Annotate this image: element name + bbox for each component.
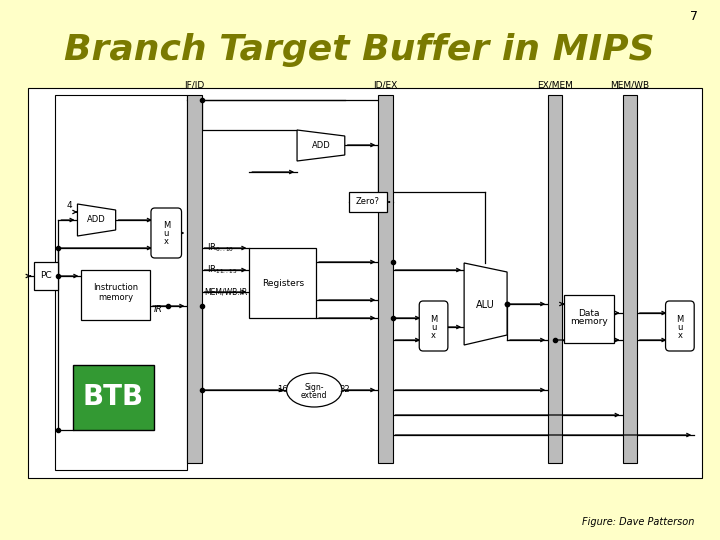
Text: Registers: Registers bbox=[261, 279, 304, 287]
Text: x: x bbox=[163, 238, 168, 246]
Text: 32: 32 bbox=[339, 386, 350, 395]
Text: 4: 4 bbox=[67, 201, 73, 211]
Text: M: M bbox=[676, 314, 683, 323]
Text: 7: 7 bbox=[690, 10, 698, 23]
FancyBboxPatch shape bbox=[151, 208, 181, 258]
Bar bbox=[55, 95, 187, 470]
Bar bbox=[28, 88, 702, 478]
Text: 16: 16 bbox=[277, 386, 288, 395]
Text: Zero?: Zero? bbox=[356, 198, 379, 206]
Text: M: M bbox=[430, 314, 437, 323]
Bar bbox=[187, 95, 202, 463]
Text: u: u bbox=[163, 230, 169, 239]
Text: MEM/WB: MEM/WB bbox=[610, 81, 649, 90]
Text: ALU: ALU bbox=[476, 300, 495, 310]
Text: EX/MEM: EX/MEM bbox=[537, 81, 573, 90]
Text: memory: memory bbox=[98, 293, 133, 301]
Text: IR$_{11..15}$: IR$_{11..15}$ bbox=[207, 264, 238, 276]
Bar bbox=[28, 88, 702, 478]
Text: u: u bbox=[678, 322, 683, 332]
Text: ADD: ADD bbox=[312, 140, 330, 150]
Bar bbox=[548, 95, 562, 463]
Bar bbox=[623, 95, 637, 463]
Bar bbox=[378, 95, 392, 463]
Text: Instruction: Instruction bbox=[93, 284, 138, 293]
Bar bbox=[73, 365, 154, 430]
FancyBboxPatch shape bbox=[419, 301, 448, 351]
Ellipse shape bbox=[287, 373, 342, 407]
Polygon shape bbox=[297, 130, 345, 161]
Bar bbox=[348, 192, 387, 212]
Text: ADD: ADD bbox=[87, 215, 106, 225]
Text: u: u bbox=[431, 322, 436, 332]
Text: IF/ID: IF/ID bbox=[184, 81, 204, 90]
Text: Branch Target Buffer in MIPS: Branch Target Buffer in MIPS bbox=[64, 33, 654, 67]
Polygon shape bbox=[78, 204, 116, 236]
Text: IR: IR bbox=[154, 306, 163, 314]
Text: M: M bbox=[163, 221, 170, 231]
Text: Figure: Dave Patterson: Figure: Dave Patterson bbox=[582, 517, 694, 527]
Bar bbox=[249, 248, 316, 318]
Text: memory: memory bbox=[570, 318, 608, 327]
Bar bbox=[564, 295, 614, 343]
Bar bbox=[34, 262, 58, 290]
Text: Data: Data bbox=[578, 308, 600, 318]
Polygon shape bbox=[464, 263, 507, 345]
Text: IR$_{6..10}$: IR$_{6..10}$ bbox=[207, 242, 235, 254]
Text: Sign-: Sign- bbox=[305, 382, 324, 392]
Text: MEM/WB.IR: MEM/WB.IR bbox=[204, 287, 248, 296]
Text: PC: PC bbox=[40, 272, 52, 280]
FancyBboxPatch shape bbox=[665, 301, 694, 351]
Text: BTB: BTB bbox=[82, 383, 143, 411]
Text: x: x bbox=[431, 330, 436, 340]
Bar bbox=[81, 270, 150, 320]
Text: x: x bbox=[678, 330, 683, 340]
Text: ID/EX: ID/EX bbox=[373, 81, 397, 90]
Text: extend: extend bbox=[301, 390, 328, 400]
